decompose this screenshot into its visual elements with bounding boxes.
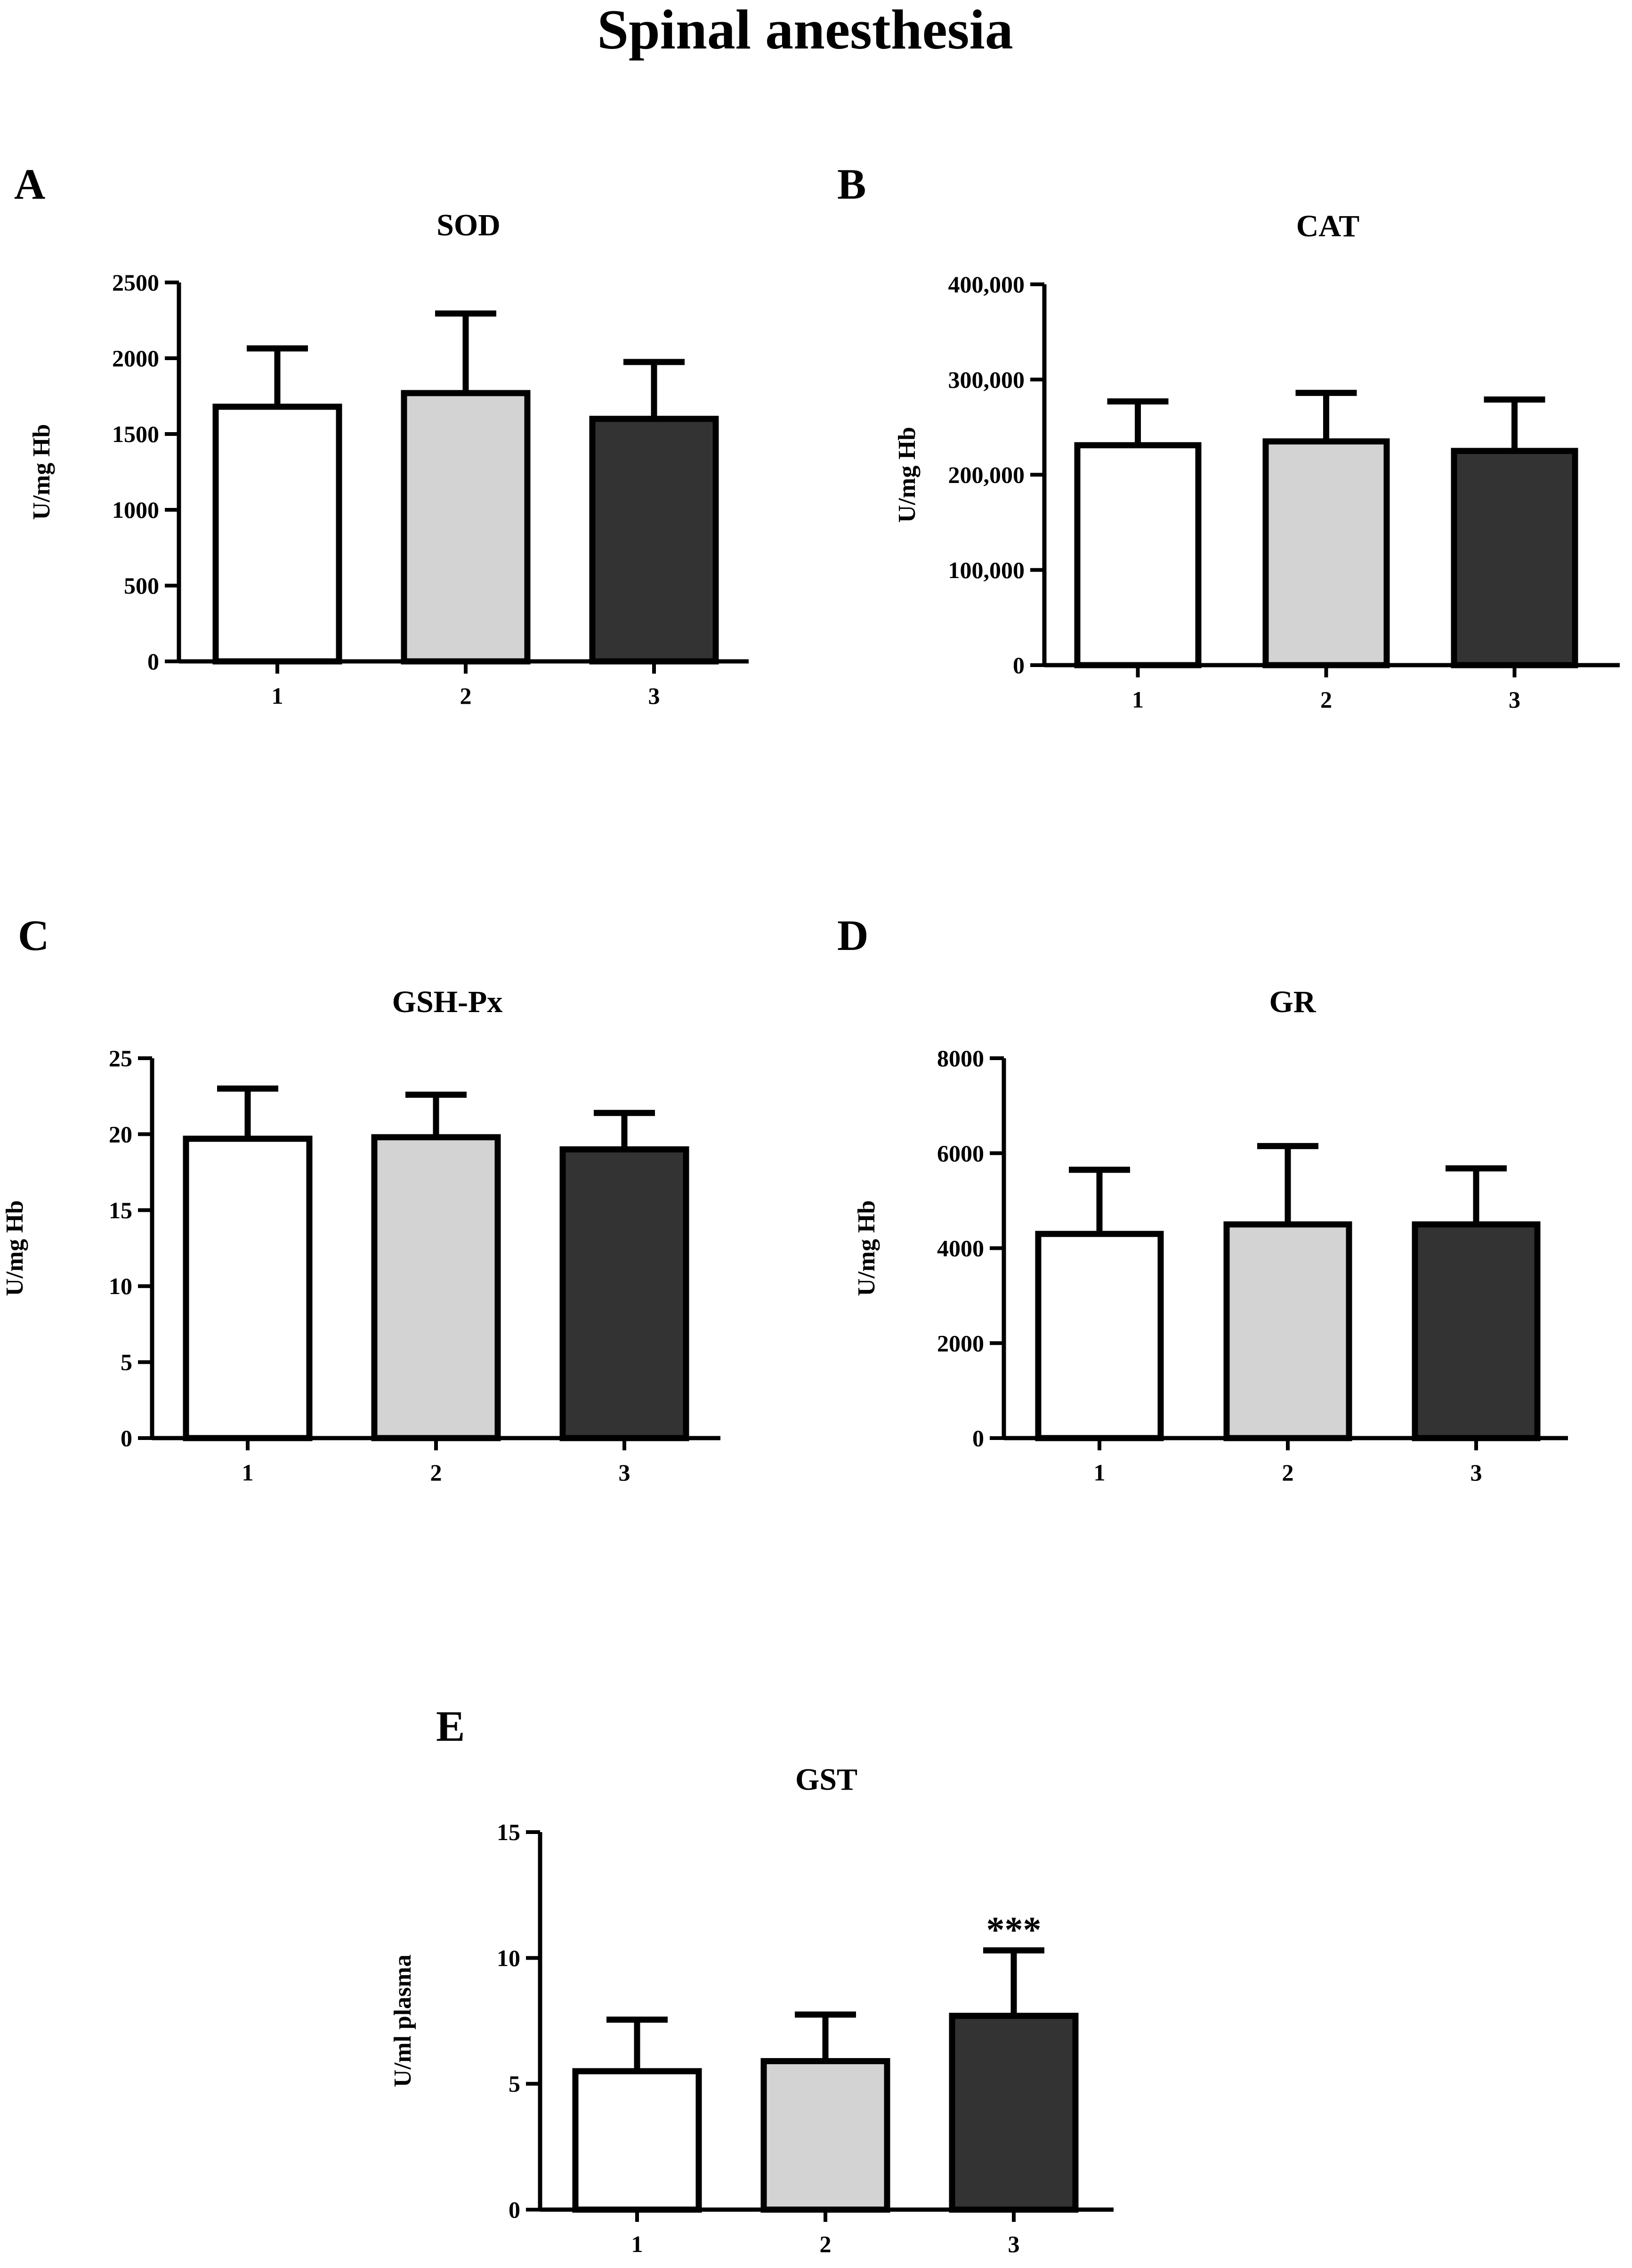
panel-a-y-tick-label-1: 500: [124, 572, 159, 599]
panel-c-y-tick-label-4: 20: [109, 1121, 132, 1147]
panel-c-bar-3: [559, 1146, 689, 1441]
panel-e-x-tick-label-3: 3: [1008, 2231, 1020, 2257]
panel-e-bar-1: [572, 2068, 702, 2213]
panel-a-bar-3: [589, 416, 719, 665]
panel-d-bar-1: [1035, 1231, 1164, 1441]
panel-e: E GST U/ml plasma 1 2 *** 3 0 5 10 15: [389, 1702, 1114, 2257]
panel-c-x-tick-label-2: 2: [430, 1459, 442, 1486]
panel-a-letter: A: [14, 160, 45, 208]
panel-c-y-tick-label-5: 25: [109, 1045, 132, 1071]
panel-e-letter: E: [436, 1702, 465, 1750]
panel-d-title: GR: [1269, 985, 1317, 1019]
panel-c-title: GSH-Px: [392, 985, 503, 1019]
panel-e-title: GST: [795, 1762, 857, 1797]
panel-a-x-tick-label-3: 3: [648, 683, 660, 709]
panel-c-y-tick-label-1: 5: [121, 1349, 132, 1375]
panel-a-y-tick-label-4: 2000: [112, 345, 159, 371]
panel-e-bar-3: [949, 2012, 1079, 2213]
panel-b: B CAT U/mg Hb 1 2 3 0 100,000 200,000 300,000 400,…: [837, 160, 1620, 713]
panel-b-bar-1: [1074, 442, 1202, 668]
panel-a-title: SOD: [436, 208, 501, 242]
panel-d-y-tick-label-0: 0: [972, 1425, 984, 1451]
panel-b-x-tick-label-2: 2: [1320, 686, 1332, 713]
panel-a-x-tick-label-1: 1: [272, 683, 283, 709]
panel-a-bar-2: [401, 390, 531, 665]
panel-c-x-tick-label-1: 1: [242, 1459, 254, 1486]
panel-a-y-tick-label-5: 2500: [112, 269, 159, 296]
panel-d-y-tick-label-1: 2000: [937, 1330, 984, 1356]
panel-c-y-tick-label-0: 0: [121, 1425, 132, 1451]
panel-d-x-tick-label-2: 2: [1282, 1459, 1294, 1486]
panel-c-letter: C: [18, 911, 49, 959]
panel-b-y-tick-label-2: 200,000: [948, 462, 1025, 488]
panel-d-y-tick-label-2: 4000: [937, 1235, 984, 1262]
panel-a: A SOD U/mg Hb 1 2 3 0 500 1000 1500 2000 2500: [14, 160, 749, 709]
panel-b-title: CAT: [1296, 209, 1359, 243]
panel-a-y-tick-label-0: 0: [147, 648, 159, 675]
panel-b-y-tick-label-4: 400,000: [948, 271, 1025, 298]
panel-e-x-tick-label-2: 2: [820, 2231, 832, 2257]
panel-b-letter: B: [837, 160, 866, 208]
panel-c-y-tick-label-2: 10: [109, 1273, 132, 1299]
panel-c-y-axis-label: U/mg Hb: [1, 1200, 28, 1296]
panel-c-bar-1: [183, 1135, 313, 1441]
panel-d-bar-2: [1223, 1221, 1352, 1441]
panel-d-y-tick-label-4: 8000: [937, 1045, 984, 1071]
panel-d-y-axis-label: U/mg Hb: [853, 1200, 880, 1296]
panel-d-x-tick-label-1: 1: [1094, 1459, 1106, 1486]
panel-e-x-tick-label-1: 1: [631, 2231, 643, 2257]
panel-a-x-tick-label-2: 2: [460, 683, 472, 709]
panel-a-y-tick-label-3: 1500: [112, 421, 159, 447]
panel-c-x-tick-label-3: 3: [619, 1459, 630, 1486]
panel-b-x-tick-label-3: 3: [1509, 686, 1520, 713]
panel-b-bar-3: [1451, 448, 1578, 668]
panel-b-y-tick-label-0: 0: [1013, 652, 1025, 678]
panel-a-bar-1: [212, 403, 342, 665]
panel-d-x-tick-label-3: 3: [1470, 1459, 1482, 1486]
panel-e-y-tick-label-0: 0: [509, 2196, 520, 2223]
panel-b-bar-2: [1262, 438, 1390, 668]
panel-c: C GSH-Px U/mg Hb 1 2 3 0 5 10 15 20 25: [1, 911, 720, 1486]
panel-d-letter: D: [837, 911, 868, 959]
panel-a-y-axis-label: U/mg Hb: [28, 424, 55, 520]
panel-e-y-tick-label-3: 15: [497, 1819, 520, 1845]
panel-d-bar-3: [1412, 1221, 1541, 1441]
panel-b-y-axis-label: U/mg Hb: [894, 427, 921, 523]
panel-e-y-tick-label-1: 5: [509, 2071, 520, 2097]
panel-a-y-tick-label-2: 1000: [112, 497, 159, 523]
figure-title: Spinal anesthesia: [597, 0, 1013, 61]
panel-b-y-tick-label-3: 300,000: [948, 366, 1025, 393]
panel-e-y-tick-label-2: 10: [497, 1945, 520, 1971]
panel-d: D GR U/mg Hb 1 2 3 0 2000 4000 6000 8000: [837, 911, 1568, 1486]
panel-d-y-tick-label-3: 6000: [937, 1140, 984, 1166]
panel-e-bar-2: [760, 2058, 890, 2213]
panel-c-bar-2: [371, 1134, 501, 1441]
panel-b-y-tick-label-1: 100,000: [948, 557, 1025, 583]
panel-b-x-tick-label-1: 1: [1132, 686, 1144, 713]
panel-c-y-tick-label-3: 15: [109, 1197, 132, 1223]
panel-e-significance-3: ***: [986, 1909, 1042, 1950]
panel-e-y-axis-label: U/ml plasma: [389, 1954, 416, 2087]
